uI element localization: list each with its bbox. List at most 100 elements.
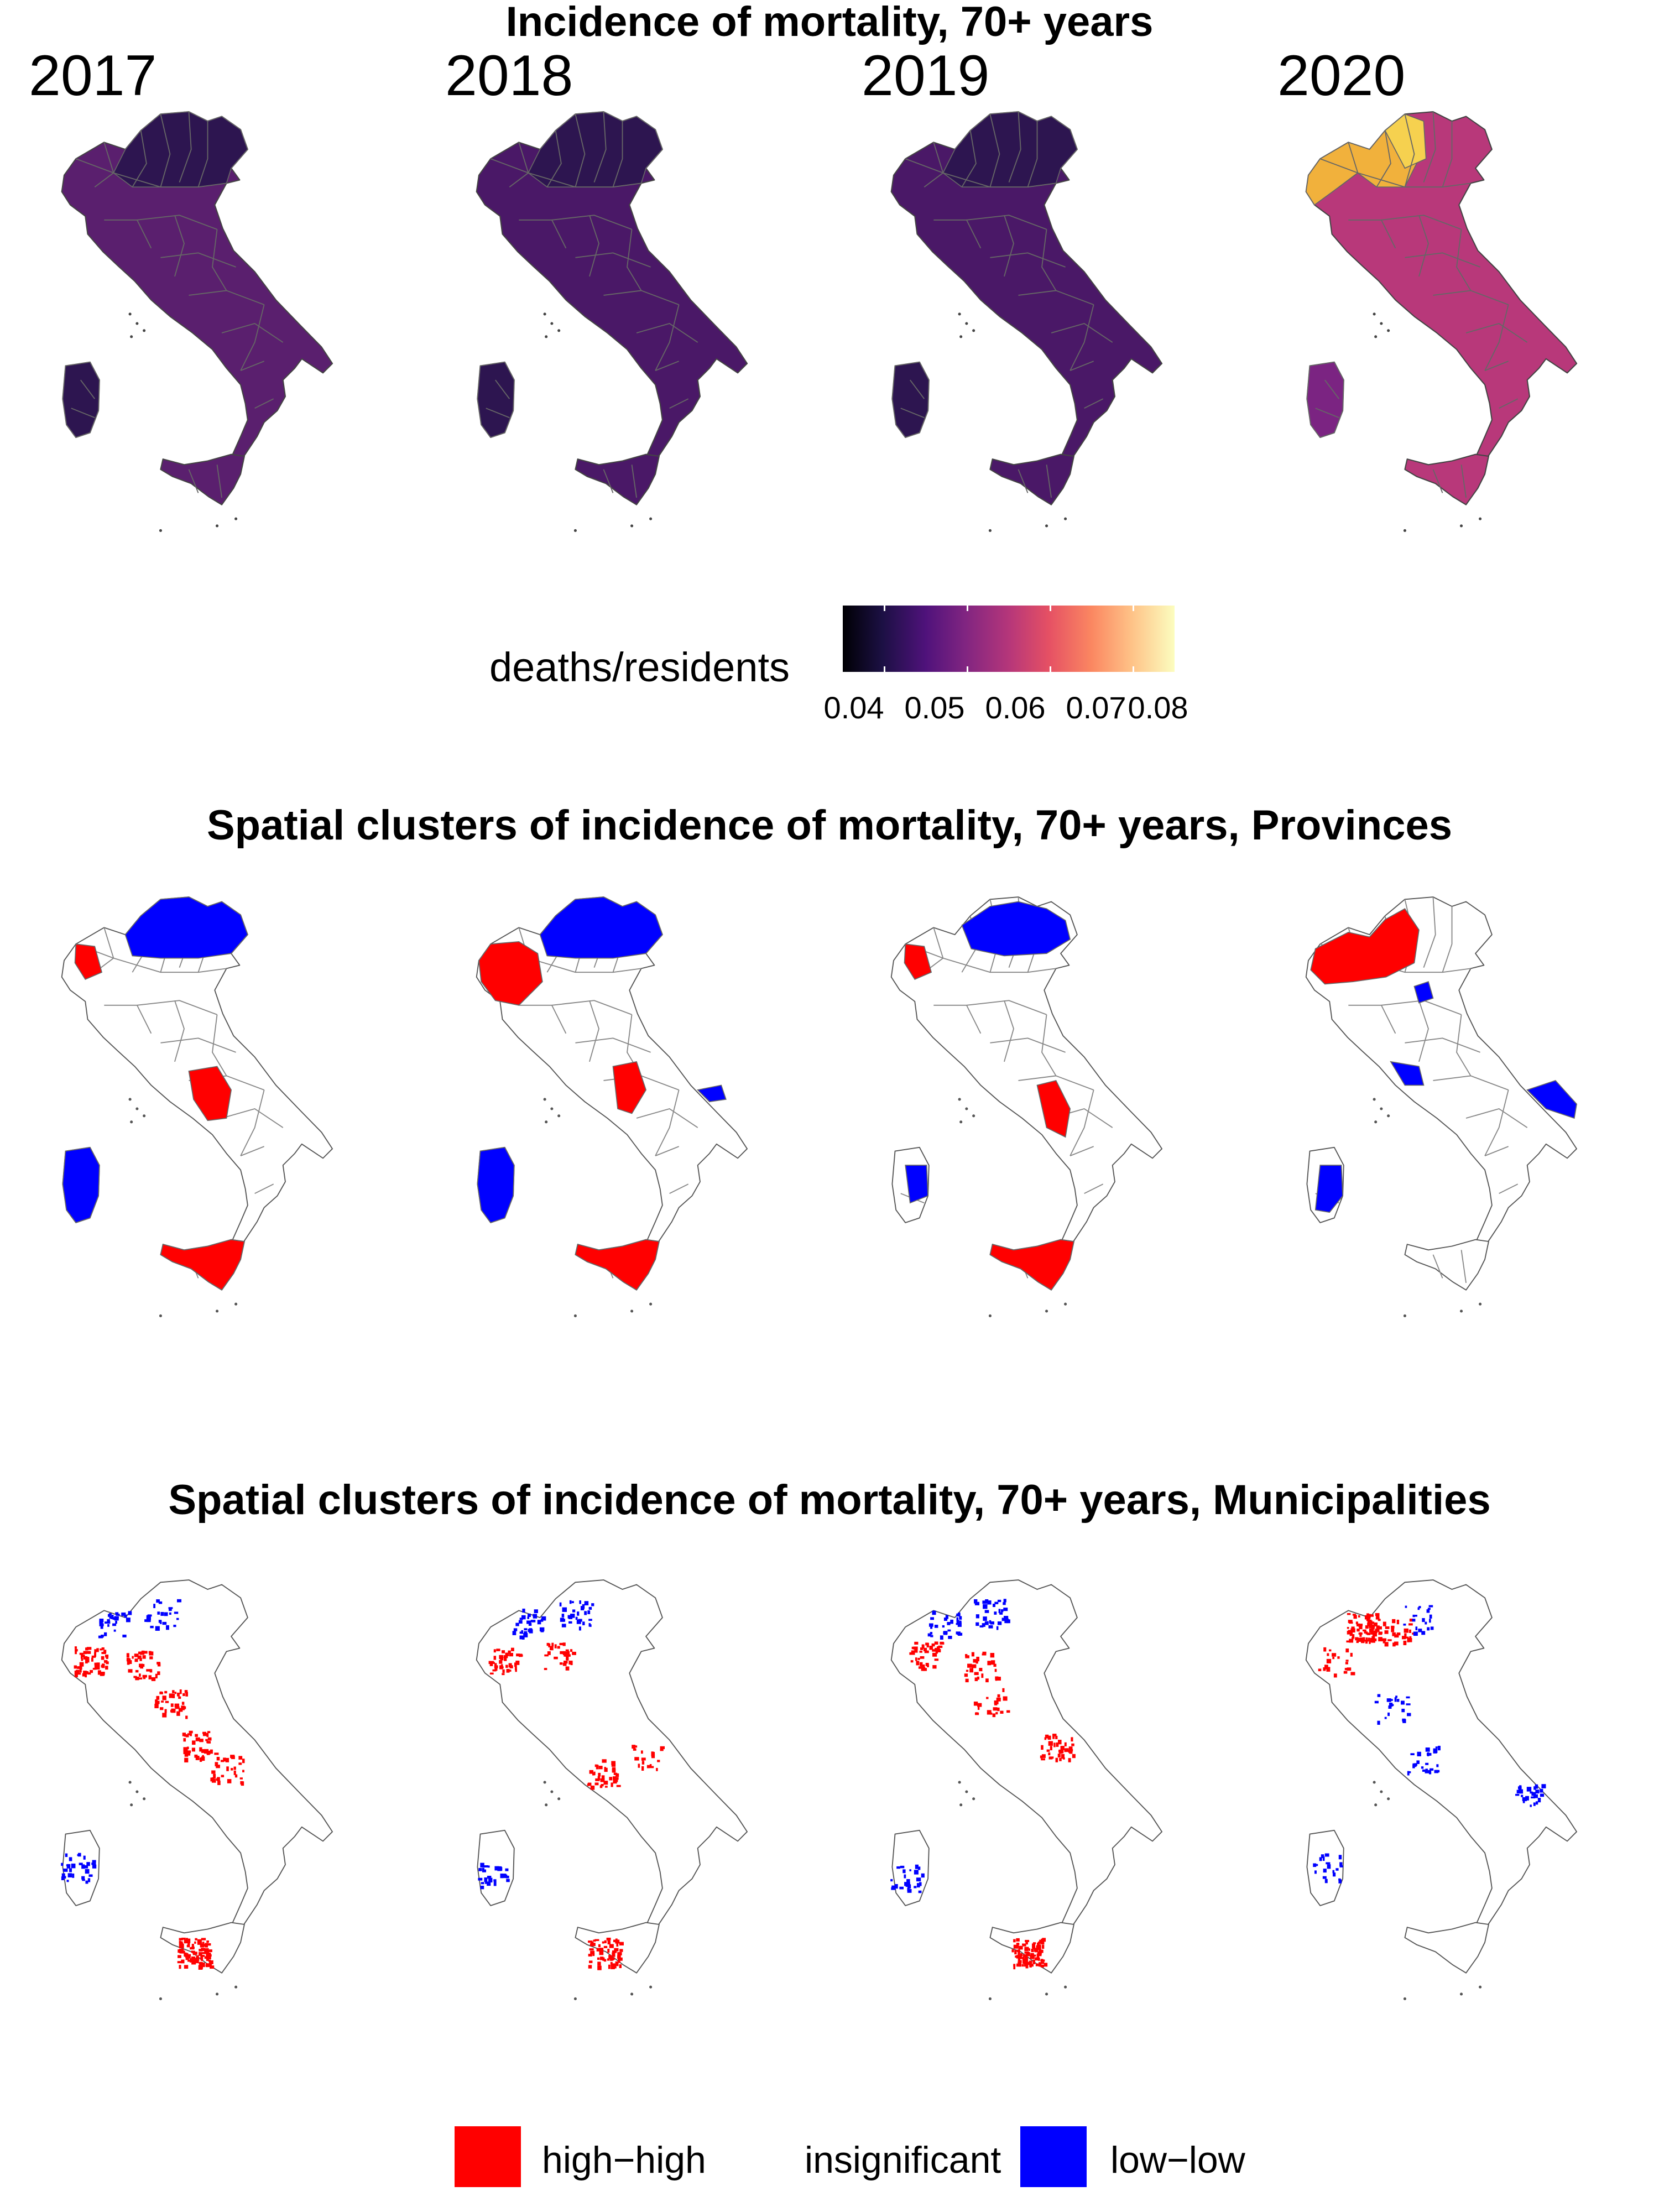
low-low-cluster: [1314, 1165, 1343, 1213]
low-low-municipality: [1418, 1606, 1421, 1609]
low-low-cluster: [124, 896, 248, 959]
high-high-municipality: [932, 1649, 937, 1652]
low-low-municipality: [1417, 1751, 1421, 1756]
high-high-municipality: [174, 1692, 177, 1694]
low-low-municipality: [116, 1613, 120, 1616]
low-low-municipality: [1515, 1793, 1520, 1796]
low-low-municipality: [1530, 1804, 1532, 1807]
high-high-municipality: [205, 1739, 208, 1741]
low-low-municipality: [943, 1631, 948, 1635]
low-low-municipality: [112, 1617, 116, 1620]
small-island: [159, 1997, 162, 2001]
high-high-municipality: [554, 1656, 558, 1660]
low-low-municipality: [62, 1868, 68, 1872]
high-high-cluster: [1310, 908, 1420, 985]
high-high-cluster: [160, 1239, 245, 1291]
high-high-municipality: [1039, 1949, 1042, 1953]
high-high-municipality: [1375, 1613, 1380, 1616]
low-low-municipality: [591, 1603, 594, 1606]
high-high-municipality: [967, 1663, 972, 1668]
province-boundary: [1405, 252, 1480, 268]
high-high-municipality: [1025, 1960, 1028, 1964]
high-high-municipality: [1375, 1628, 1380, 1632]
high-high-municipality: [613, 1772, 618, 1775]
low-low-municipality: [66, 1880, 69, 1882]
low-low-municipality: [521, 1630, 524, 1634]
low-low-municipality: [899, 1886, 904, 1890]
province-boundary: [1041, 229, 1057, 291]
low-low-municipality: [484, 1881, 489, 1884]
high-high-municipality: [205, 1943, 208, 1947]
high-high-municipality: [1371, 1625, 1375, 1628]
high-high-municipality: [1409, 1618, 1413, 1622]
high-high-municipality: [1037, 1945, 1041, 1950]
legend-label-low-low: low−low: [1110, 2139, 1245, 2181]
high-high-municipality: [1369, 1628, 1374, 1632]
high-high-municipality: [503, 1655, 508, 1658]
low-low-municipality: [1421, 1766, 1424, 1769]
low-low-municipality: [559, 1602, 562, 1606]
high-high-municipality: [560, 1651, 565, 1655]
high-high-municipality: [242, 1759, 245, 1764]
high-high-municipality: [977, 1703, 982, 1707]
high-high-municipality: [1058, 1749, 1063, 1754]
small-island: [1387, 1797, 1390, 1801]
high-high-municipality: [607, 1948, 610, 1953]
low-low-municipality: [1427, 1627, 1430, 1631]
low-low-municipality: [1006, 1619, 1010, 1624]
provinces-title: Spatial clusters of incidence of mortali…: [206, 802, 1453, 849]
high-high-municipality: [187, 1959, 191, 1962]
high-high-municipality: [502, 1669, 505, 1673]
high-high-municipality: [179, 1948, 184, 1954]
low-low-municipality: [99, 1619, 104, 1623]
high-high-municipality: [493, 1656, 497, 1660]
low-low-municipality: [176, 1599, 182, 1603]
high-high-municipality: [544, 1654, 549, 1657]
low-low-municipality: [521, 1635, 525, 1640]
high-high-municipality: [1002, 1688, 1005, 1692]
province-boundary: [1465, 1108, 1528, 1128]
low-low-municipality: [83, 1855, 86, 1860]
low-low-municipality: [907, 1884, 911, 1889]
high-high-municipality: [547, 1651, 551, 1655]
high-high-municipality: [190, 1733, 192, 1736]
high-high-municipality: [186, 1751, 191, 1756]
small-island: [649, 1302, 653, 1306]
high-high-municipality: [598, 1766, 603, 1770]
high-high-municipality: [922, 1668, 927, 1671]
province-boundary: [1084, 1183, 1104, 1194]
province-boundary: [1404, 114, 1415, 187]
high-high-municipality: [1024, 1954, 1026, 1958]
low-low-municipality: [173, 1625, 176, 1627]
high-high-municipality: [101, 1665, 103, 1668]
low-low-municipality: [528, 1629, 530, 1632]
high-high-municipality: [191, 1961, 196, 1965]
high-high-municipality: [501, 1657, 504, 1661]
high-high-municipality: [96, 1648, 99, 1652]
low-low-municipality: [1324, 1879, 1328, 1884]
high-high-municipality: [499, 1666, 504, 1669]
high-high-municipality: [914, 1648, 918, 1653]
province-boundary: [1070, 1146, 1094, 1156]
low-low-municipality: [569, 1600, 572, 1604]
province-boundary: [1348, 219, 1396, 249]
high-high-municipality: [494, 1665, 498, 1668]
high-high-municipality: [1391, 1628, 1395, 1632]
high-high-municipality: [1401, 1636, 1406, 1640]
high-high-municipality: [1065, 1748, 1069, 1752]
province-boundary: [966, 1000, 1047, 1015]
high-high-municipality: [612, 1950, 617, 1953]
high-high-municipality: [488, 1661, 491, 1665]
small-island: [1045, 524, 1048, 528]
small-island: [958, 1098, 961, 1101]
high-high-municipality: [932, 1665, 937, 1669]
low-low-municipality: [1327, 1864, 1331, 1869]
high-high-municipality: [607, 1958, 610, 1961]
low-low-municipality: [1430, 1626, 1434, 1630]
low-low-municipality: [1437, 1745, 1441, 1751]
high-high-municipality: [1016, 1938, 1020, 1942]
high-high-municipality: [74, 1665, 77, 1669]
province-boundary: [627, 229, 642, 291]
low-low-municipality: [1374, 1700, 1379, 1704]
high-high-municipality: [225, 1757, 229, 1762]
